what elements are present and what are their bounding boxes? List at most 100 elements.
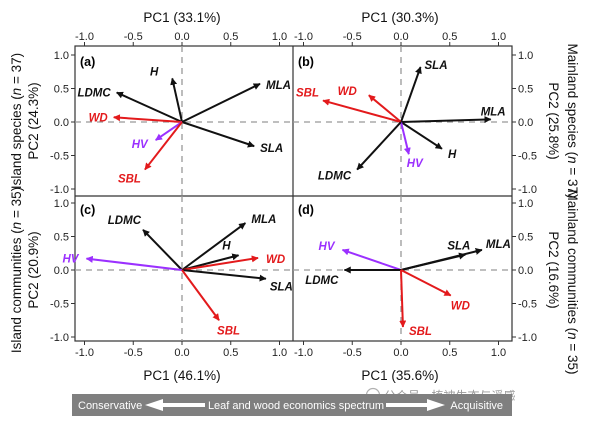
vector-sla xyxy=(181,121,255,148)
economics-spectrum-bar: Conservative Leaf and wood economics spe… xyxy=(72,394,512,416)
x-tick-label: 0.0 xyxy=(174,347,189,359)
panel-label: (b) xyxy=(298,55,314,69)
right-bottom-pc2-title: PC2 (16.6%) xyxy=(546,231,561,308)
vector-hv xyxy=(85,255,183,271)
arrow-left-icon xyxy=(145,399,205,411)
panel-c: (c) LDMC MLA H WD HV SLA SBL xyxy=(62,196,293,341)
x-tick-label: -1.0 xyxy=(294,31,313,43)
vector-sla xyxy=(400,66,422,123)
left-bottom-outer-title-n: n xyxy=(9,222,24,230)
panel-label: (d) xyxy=(298,203,314,217)
vector-label-hv: HV xyxy=(62,254,79,266)
vector-wd xyxy=(400,269,452,297)
right-top-outer-title: Mainland species (n = 37) xyxy=(565,44,580,199)
spectrum-bar-background xyxy=(72,394,512,416)
vector-label-h: H xyxy=(222,240,231,252)
top-right-axis-title: PC1 (30.3%) xyxy=(361,10,438,25)
vector-label-sla: SLA xyxy=(425,60,448,72)
x-tick-label: 0.0 xyxy=(393,347,408,359)
y-tick-label: -0.5 xyxy=(50,299,69,311)
left-top-outer-title: Island species (n = 37) xyxy=(9,53,24,189)
arrow-right-icon xyxy=(386,399,445,411)
left-top-outer-title-n: n xyxy=(9,88,24,96)
right-top-outer-title-a: Mainland species ( xyxy=(565,44,580,157)
right-top-outer-title-c: = 37) xyxy=(565,164,580,199)
vector-label-wd: WD xyxy=(451,300,470,312)
vector-mla xyxy=(400,116,492,124)
right-bottom-outer-title-c: = 35) xyxy=(565,340,580,375)
left-top-outer-title-a: Island species ( xyxy=(9,95,24,189)
y-tick-label: 0.0 xyxy=(54,265,69,277)
vector-label-sla: SLA xyxy=(447,241,470,253)
bottom-right-axis-title: PC1 (35.6%) xyxy=(361,368,438,383)
vector-label-sbl: SBL xyxy=(296,88,319,100)
vector-ldmc xyxy=(356,121,402,171)
y-tick-label: 1.0 xyxy=(518,198,533,210)
y-tick-label: -0.5 xyxy=(50,151,69,163)
vector-sla xyxy=(181,269,267,282)
vector-label-mla: MLA xyxy=(251,214,276,226)
spectrum-center-label: Leaf and wood economics spectrum xyxy=(208,400,384,412)
y-tick-label: 0.5 xyxy=(518,232,533,244)
y-tick-label: -1.0 xyxy=(50,332,69,344)
x-tick-label: -1.0 xyxy=(294,347,313,359)
vector-sbl xyxy=(322,98,402,123)
vector-sbl xyxy=(181,269,220,321)
x-tick-label: 0.0 xyxy=(393,31,408,43)
vector-wd xyxy=(113,114,183,123)
x-tick-label: 0.5 xyxy=(223,31,238,43)
vector-sbl xyxy=(399,269,407,328)
left-bottom-outer-title: Island communities (n = 35) xyxy=(9,187,24,353)
x-tick-label: 0.0 xyxy=(174,31,189,43)
y-tick-label: 1.0 xyxy=(54,50,69,62)
vector-h xyxy=(400,121,443,150)
left-top-outer-title-c: = 37) xyxy=(9,53,24,88)
x-tick-label: 1.0 xyxy=(272,347,287,359)
y-tick-label: -1.0 xyxy=(518,332,537,344)
vector-label-sbl: SBL xyxy=(409,326,432,338)
vector-ldmc xyxy=(142,229,183,271)
left-top-pc2-title: PC2 (24.3%) xyxy=(26,82,41,159)
vector-label-mla: MLA xyxy=(266,80,291,92)
right-top-pc2-title: PC2 (25.8%) xyxy=(546,82,561,159)
vector-hv xyxy=(341,248,402,271)
vector-label-wd: WD xyxy=(338,86,357,98)
right-bottom-outer-title-a: Mainland communities ( xyxy=(565,190,580,333)
vector-sbl xyxy=(144,121,183,171)
panel-d: (d) HV SLA MLA LDMC WD SBL xyxy=(293,196,512,341)
y-tick-label: -0.5 xyxy=(518,299,537,311)
vector-label-sbl: SBL xyxy=(118,174,141,186)
vector-label-ldmc: LDMC xyxy=(108,215,142,227)
right-bottom-outer-title: Mainland communities (n = 35) xyxy=(565,190,580,375)
vector-label-hv: HV xyxy=(319,241,336,253)
x-tick-label: -0.5 xyxy=(124,31,143,43)
vector-label-wd: WD xyxy=(266,254,285,266)
x-tick-label: 0.5 xyxy=(442,347,457,359)
top-left-axis-title: PC1 (33.1%) xyxy=(143,10,220,25)
vector-hv xyxy=(155,121,183,141)
x-tick-label: -0.5 xyxy=(124,347,143,359)
vector-mla xyxy=(181,82,261,123)
spectrum-conservative-label: Conservative xyxy=(78,400,142,412)
x-tick-label: 0.5 xyxy=(442,31,457,43)
bottom-left-axis-title: PC1 (46.1%) xyxy=(143,368,220,383)
y-tick-label: -1.0 xyxy=(518,184,537,196)
y-tick-label: -0.5 xyxy=(518,151,537,163)
vector-wd xyxy=(368,94,402,123)
y-tick-label: 1.0 xyxy=(518,50,533,62)
y-tick-label: 0.5 xyxy=(54,232,69,244)
x-tick-label: 1.0 xyxy=(272,31,287,43)
vector-label-ldmc: LDMC xyxy=(318,171,352,183)
panels: (a) H MLA LDMC WD SLA HV SBL (b) SLA WD SBL MLA H HV LD… xyxy=(62,46,512,341)
vector-wd xyxy=(181,255,259,271)
vector-label-sla: SLA xyxy=(260,143,283,155)
vector-label-ldmc: LDMC xyxy=(305,275,339,287)
right-bottom-outer-title-n: n xyxy=(565,332,580,340)
panel-b: (b) SLA WD SBL MLA H HV LDMC xyxy=(293,46,512,196)
panel-label: (a) xyxy=(80,55,95,69)
y-tick-label: 1.0 xyxy=(54,198,69,210)
x-tick-label: -0.5 xyxy=(343,347,362,359)
vector-mla xyxy=(400,248,483,271)
x-tick-label: -0.5 xyxy=(343,31,362,43)
